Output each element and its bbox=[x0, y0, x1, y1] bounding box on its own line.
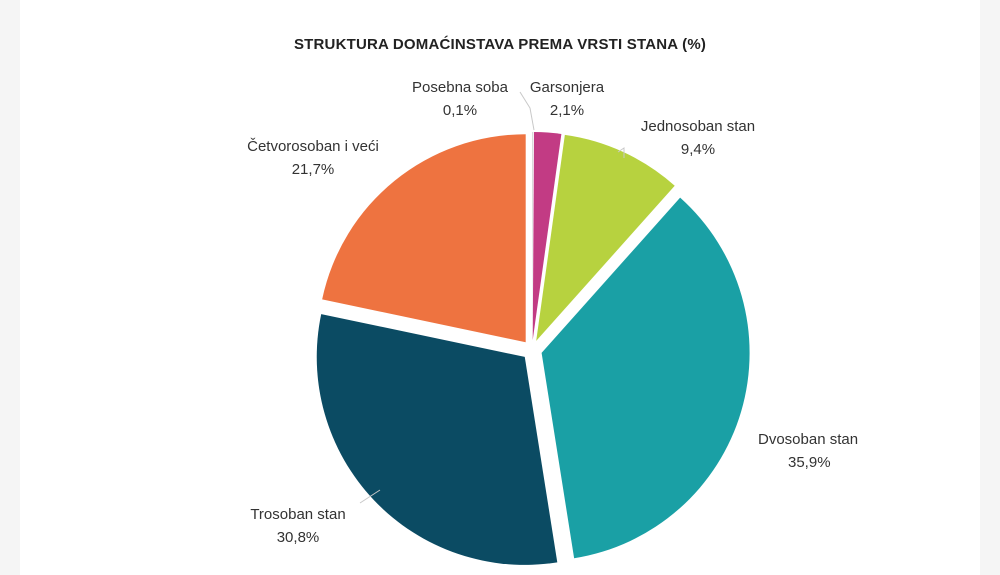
slice-label-name: Četvorosoban i veći bbox=[247, 138, 379, 155]
slice-label-value: 35,9% bbox=[788, 454, 831, 471]
slice-label-value: 30,8% bbox=[277, 529, 320, 546]
pie-slice-jednosoban-stan bbox=[536, 134, 675, 341]
slice-label-name: Garsonjera bbox=[530, 79, 605, 96]
leader-line bbox=[519, 91, 535, 131]
pie-slice-dvosoban-stan bbox=[541, 197, 750, 559]
slice-label-value: 9,4% bbox=[681, 141, 715, 158]
slice-label-value: 21,7% bbox=[292, 161, 335, 178]
leader-line bbox=[617, 147, 625, 158]
slice-label-name: Posebna soba bbox=[412, 79, 509, 96]
chart-card: STRUKTURA DOMAĆINSTAVA PREMA VRSTI STANA… bbox=[20, 0, 980, 575]
slice-label-value: 0,1% bbox=[443, 102, 477, 119]
slice-label-name: Jednosoban stan bbox=[641, 118, 755, 135]
pie-slice-trosoban-stan bbox=[316, 314, 558, 565]
leader-line bbox=[359, 489, 381, 504]
chart-title: STRUKTURA DOMAĆINSTAVA PREMA VRSTI STANA… bbox=[293, 36, 707, 53]
pie-slice-posebna-soba bbox=[532, 132, 534, 341]
pie-slice-garsonjera bbox=[532, 132, 562, 341]
pie-chart: Posebna soba 0,1% Garsonjera 2,1% Jednosoban… bbox=[247, 79, 858, 565]
slice-label-name: Trosoban stan bbox=[250, 506, 345, 523]
slice-label-value: 2,1% bbox=[550, 102, 584, 119]
pie-slice--etvorosoban-i-ve-i bbox=[322, 134, 526, 343]
slice-label-name: Dvosoban stan bbox=[758, 431, 858, 448]
